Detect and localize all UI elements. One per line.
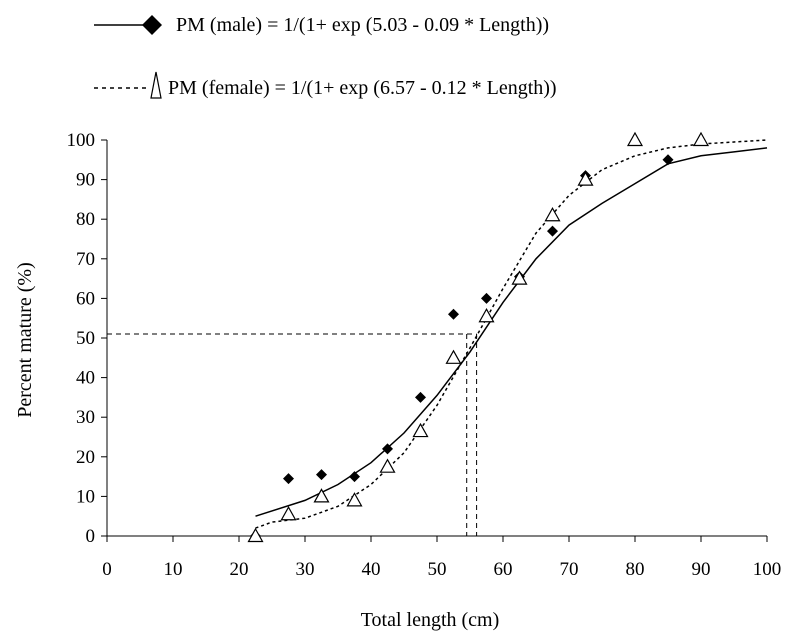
female-point xyxy=(280,505,297,521)
legend-female-triangle-icon xyxy=(150,71,162,99)
y-tick-label: 40 xyxy=(76,368,95,389)
male-point xyxy=(547,225,558,237)
female-point xyxy=(692,131,710,147)
y-tick-label: 70 xyxy=(76,249,95,270)
plot-area: 0 10 20 30 40 50 60 70 80 90 100 0 10 20 30 40 50 60 70 80 9… xyxy=(67,130,782,580)
female-point xyxy=(379,458,396,473)
male-point xyxy=(349,471,360,483)
x-tick-label: 90 xyxy=(692,559,711,580)
female-point xyxy=(511,270,528,285)
y-tick-label: 50 xyxy=(76,328,95,349)
y-tick-label: 90 xyxy=(76,170,95,191)
female-point xyxy=(313,488,330,503)
female-point xyxy=(247,527,264,543)
female-point xyxy=(412,422,429,438)
male-point xyxy=(382,443,393,455)
male-point xyxy=(316,469,327,481)
male-point xyxy=(662,154,674,166)
x-tick-label: 20 xyxy=(230,559,249,580)
legend-male-diamond-icon xyxy=(142,15,162,35)
y-tick-label: 80 xyxy=(76,209,95,230)
x-tick-label: 40 xyxy=(362,559,381,580)
male-point xyxy=(283,473,294,485)
male-fitted-curve xyxy=(255,147,768,517)
legend-entry-female: PM (female) = 1/(1+ exp (6.57 - 0.12 * L… xyxy=(94,71,557,99)
female-point xyxy=(346,492,363,507)
legend-entry-male: PM (male) = 1/(1+ exp (5.03 - 0.09 * Len… xyxy=(94,14,549,36)
x-axis-title: Total length (cm) xyxy=(361,609,500,631)
legend: PM (male) = 1/(1+ exp (5.03 - 0.09 * Len… xyxy=(94,14,557,99)
x-tick-label: 10 xyxy=(164,559,183,580)
y-tick-label: 20 xyxy=(76,447,95,468)
x-tick-label: 30 xyxy=(296,559,315,580)
y-axis-title: Percent mature (%) xyxy=(14,262,36,417)
y-tick-label: 0 xyxy=(86,526,96,547)
female-fitted-curve xyxy=(255,139,768,529)
x-tick-label: 60 xyxy=(494,559,513,580)
female-point xyxy=(478,307,495,323)
legend-label-male: PM (male) = 1/(1+ exp (5.03 - 0.09 * Len… xyxy=(176,14,549,36)
y-tick-label: 10 xyxy=(76,486,95,507)
x-tick-label: 70 xyxy=(560,559,579,580)
male-point xyxy=(448,308,459,320)
x-tick-label: 80 xyxy=(626,559,645,580)
x-tick-label: 0 xyxy=(102,559,112,580)
female-point xyxy=(445,349,462,364)
legend-label-female: PM (female) = 1/(1+ exp (6.57 - 0.12 * L… xyxy=(168,77,557,99)
male-point xyxy=(415,391,426,403)
x-tick-label: 50 xyxy=(428,559,447,580)
y-tick-label: 60 xyxy=(76,288,95,309)
y-tick-label: 100 xyxy=(67,130,96,151)
female-point xyxy=(544,207,561,222)
x-tick-label: 100 xyxy=(753,559,782,580)
female-point xyxy=(626,131,644,147)
female-point xyxy=(577,171,594,186)
y-tick-label: 30 xyxy=(76,407,95,428)
male-point xyxy=(481,292,492,304)
